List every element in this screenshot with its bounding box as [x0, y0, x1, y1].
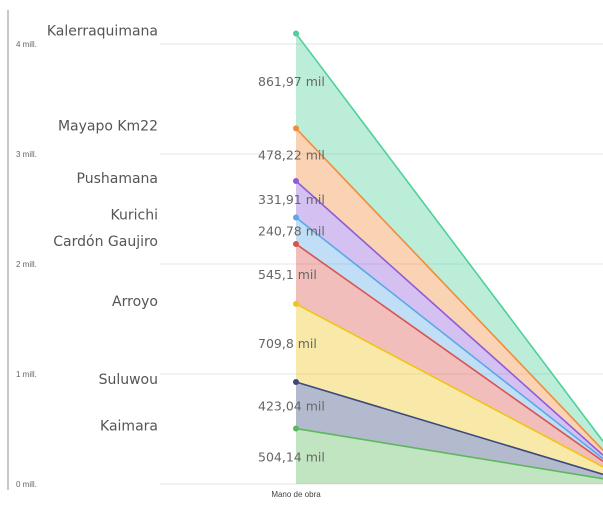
category-label-arroyo: Arroyo	[112, 294, 158, 310]
value-label-card-n-gaujiro: 545,1 mil	[258, 267, 317, 282]
point-kurichi[interactable]	[293, 214, 299, 220]
value-label-kaimara: 504,14 mil	[258, 449, 325, 464]
point-mayapo-km22[interactable]	[293, 125, 299, 131]
value-label-mayapo-km22: 478,22 mil	[258, 148, 325, 163]
category-label-suluwou: Suluwou	[99, 372, 158, 388]
point-card-n-gaujiro[interactable]	[293, 241, 299, 247]
point-arroyo[interactable]	[293, 301, 299, 307]
point-pushamana[interactable]	[293, 178, 299, 184]
category-label-kurichi: Kurichi	[111, 207, 158, 223]
point-kaimara[interactable]	[293, 426, 299, 432]
category-label-card-n-gaujiro: Cardón Gaujiro	[53, 234, 158, 250]
y-tick-label: 1 mill.	[16, 370, 37, 379]
y-tick-label: 0 mill.	[16, 480, 37, 489]
category-label-kaimara: Kaimara	[100, 419, 158, 435]
category-label-mayapo-km22: Mayapo Km22	[58, 118, 158, 134]
point-kalerraquimana[interactable]	[293, 31, 299, 37]
y-tick-label: 4 mill.	[16, 40, 37, 49]
area-series	[296, 34, 603, 484]
y-tick-label: 3 mill.	[16, 150, 37, 159]
value-label-arroyo: 709,8 mil	[258, 336, 317, 351]
series-labels: Kaimara 504,14 mil Suluwou 423,04 mil Arroyo…	[47, 24, 325, 465]
category-label-pushamana: Pushamana	[77, 171, 158, 187]
value-label-kalerraquimana: 861,97 mil	[258, 74, 325, 89]
value-label-kurichi: 240,78 mil	[258, 224, 325, 239]
x-tick-label: Mano de obra	[271, 490, 321, 499]
value-label-suluwou: 423,04 mil	[258, 398, 325, 413]
y-axis-ticks: 0 mill. 1 mill. 2 mill. 3 mill. 4 mill.	[16, 40, 37, 489]
value-label-pushamana: 331,91 mil	[258, 192, 325, 207]
point-suluwou[interactable]	[293, 379, 299, 385]
y-tick-label: 2 mill.	[16, 260, 37, 269]
category-label-kalerraquimana: Kalerraquimana	[47, 24, 158, 40]
